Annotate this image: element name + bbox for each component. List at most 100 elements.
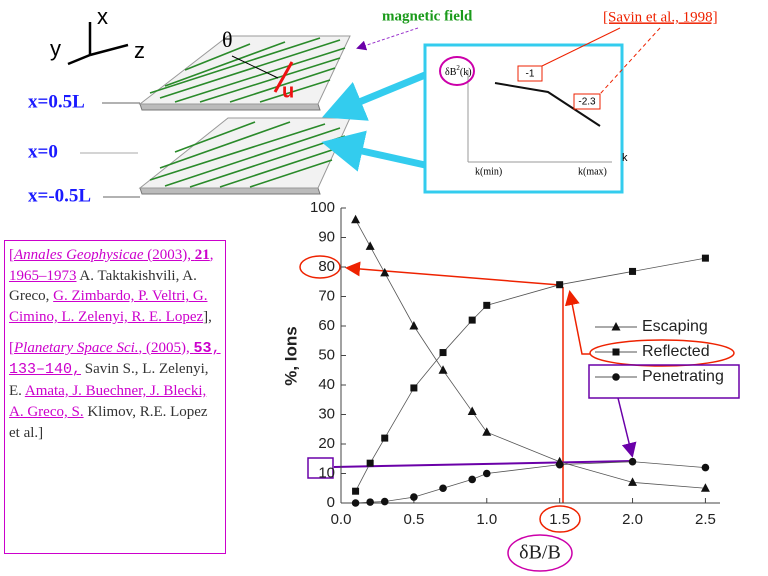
- axis-x-label: x: [97, 4, 108, 29]
- lower-plate: [138, 117, 351, 195]
- inset-arrow: [321, 130, 426, 172]
- annotations: [299, 255, 740, 572]
- slope-label: -2.3: [578, 97, 596, 108]
- legend-label: Reflected: [642, 343, 710, 360]
- legend-label: Penetrating: [642, 368, 724, 385]
- marker: [482, 469, 491, 478]
- y-tick-label: 40: [318, 376, 335, 393]
- legend-label: Escaping: [642, 318, 708, 335]
- x-tick-label: 1.0: [476, 511, 497, 528]
- slope-label: -1: [526, 69, 535, 80]
- marker: [438, 365, 448, 374]
- marker: [701, 254, 709, 262]
- marker: [468, 316, 476, 324]
- ref-authors: A. Taktakishvili, A. Greco,: [9, 267, 197, 305]
- citation: [Savin et al., 1998]: [603, 9, 718, 25]
- ref-pages: , 1965–1973: [9, 247, 214, 284]
- ref-close: Klimov, R.E. Lopez et al.]: [9, 403, 208, 441]
- marker: [628, 477, 638, 486]
- marker: [352, 487, 360, 495]
- marker: [467, 406, 477, 416]
- marker: [556, 281, 564, 289]
- references: [Annales Geophysicae (2003), 21, 1965–19…: [4, 240, 226, 554]
- marker: [366, 498, 374, 506]
- y-tick-label: 100: [310, 199, 335, 216]
- ref-close: ],: [203, 309, 212, 326]
- angle-line: [231, 55, 279, 79]
- marker: [439, 484, 447, 493]
- y-tick-label: 0: [327, 494, 335, 511]
- marker: [410, 493, 418, 501]
- inset-tick: k(max): [578, 166, 607, 177]
- x-tick-label: 2.5: [695, 511, 716, 528]
- legend-marker: [612, 373, 620, 381]
- ref-journal: Annales Geophysicae: [14, 247, 144, 263]
- marker: [629, 267, 637, 275]
- axes-icon: [67, 22, 129, 66]
- slope-box: [573, 93, 601, 110]
- series-line: [355, 257, 706, 492]
- field-arrow: [356, 27, 419, 51]
- marker: [555, 460, 564, 469]
- ref-year: , (2005),: [138, 339, 194, 356]
- marker: [483, 301, 491, 309]
- series-line: [355, 461, 706, 504]
- velocity-label: u: [282, 80, 294, 102]
- marker: [409, 321, 419, 330]
- x-tick-label: 0.0: [331, 511, 352, 528]
- plane-label: x=0.5L: [28, 91, 85, 112]
- inset-x-label: k: [622, 152, 628, 164]
- citation-leader: [599, 27, 661, 95]
- marker: [482, 427, 492, 436]
- marker: [700, 483, 710, 492]
- ref-pages: , 133–140,: [9, 339, 221, 379]
- marker: [351, 214, 361, 224]
- marker: [381, 434, 389, 442]
- ref-authors: G. Zimbardo, P. Veltri, G. Cimino, L. Ze…: [9, 288, 208, 326]
- ref-open: [: [9, 339, 14, 356]
- marker: [380, 497, 389, 506]
- reference: [Planetary Space Sci., (2005), 53, 133–1…: [9, 338, 221, 443]
- ref-year: (2003),: [143, 247, 195, 263]
- marker: [439, 349, 447, 357]
- ref-authors: Savin S., L. Zelenyi, E.: [9, 361, 209, 400]
- ref-open: [: [9, 247, 14, 263]
- inset-arrow: [322, 71, 427, 121]
- marker: [410, 384, 418, 392]
- x-tick-label: 2.0: [622, 511, 643, 528]
- y-tick-label: 10: [318, 464, 335, 481]
- y-tick-label: 30: [318, 405, 335, 422]
- marker: [365, 241, 375, 250]
- marker: [468, 475, 476, 484]
- marker: [628, 457, 637, 466]
- inset-spectrum: [494, 82, 601, 127]
- inset-tick: k(min): [475, 166, 502, 177]
- y-axis-label: %, Ions: [281, 326, 300, 386]
- marker: [380, 267, 390, 277]
- y-tick-label: 80: [318, 258, 335, 275]
- citation-leader: [541, 27, 621, 67]
- axis-y-label: y: [50, 36, 61, 61]
- plane-label: x=0: [28, 141, 58, 162]
- field-label: magnetic field: [382, 8, 473, 24]
- series-line: [355, 219, 706, 489]
- y-tick-label: 50: [318, 346, 335, 363]
- x-axis-label: δB/B: [519, 542, 561, 564]
- legend-marker: [612, 348, 620, 356]
- y-tick-label: 70: [318, 287, 335, 304]
- ref-volume: 53: [193, 339, 212, 357]
- axis-z-label: z: [134, 38, 145, 63]
- upper-plate: [138, 35, 351, 111]
- y-tick-label: 90: [318, 228, 335, 245]
- plane-label: x=-0.5L: [28, 185, 91, 206]
- ref-volume: 21: [194, 247, 210, 263]
- marker: [701, 463, 710, 472]
- slope-box: [517, 65, 543, 82]
- ref-journal: Planetary Space Sci.: [14, 339, 139, 356]
- marker: [351, 499, 360, 507]
- highlight: [439, 56, 475, 86]
- inset-y-label: δB2(k): [445, 64, 472, 79]
- marker: [366, 459, 374, 467]
